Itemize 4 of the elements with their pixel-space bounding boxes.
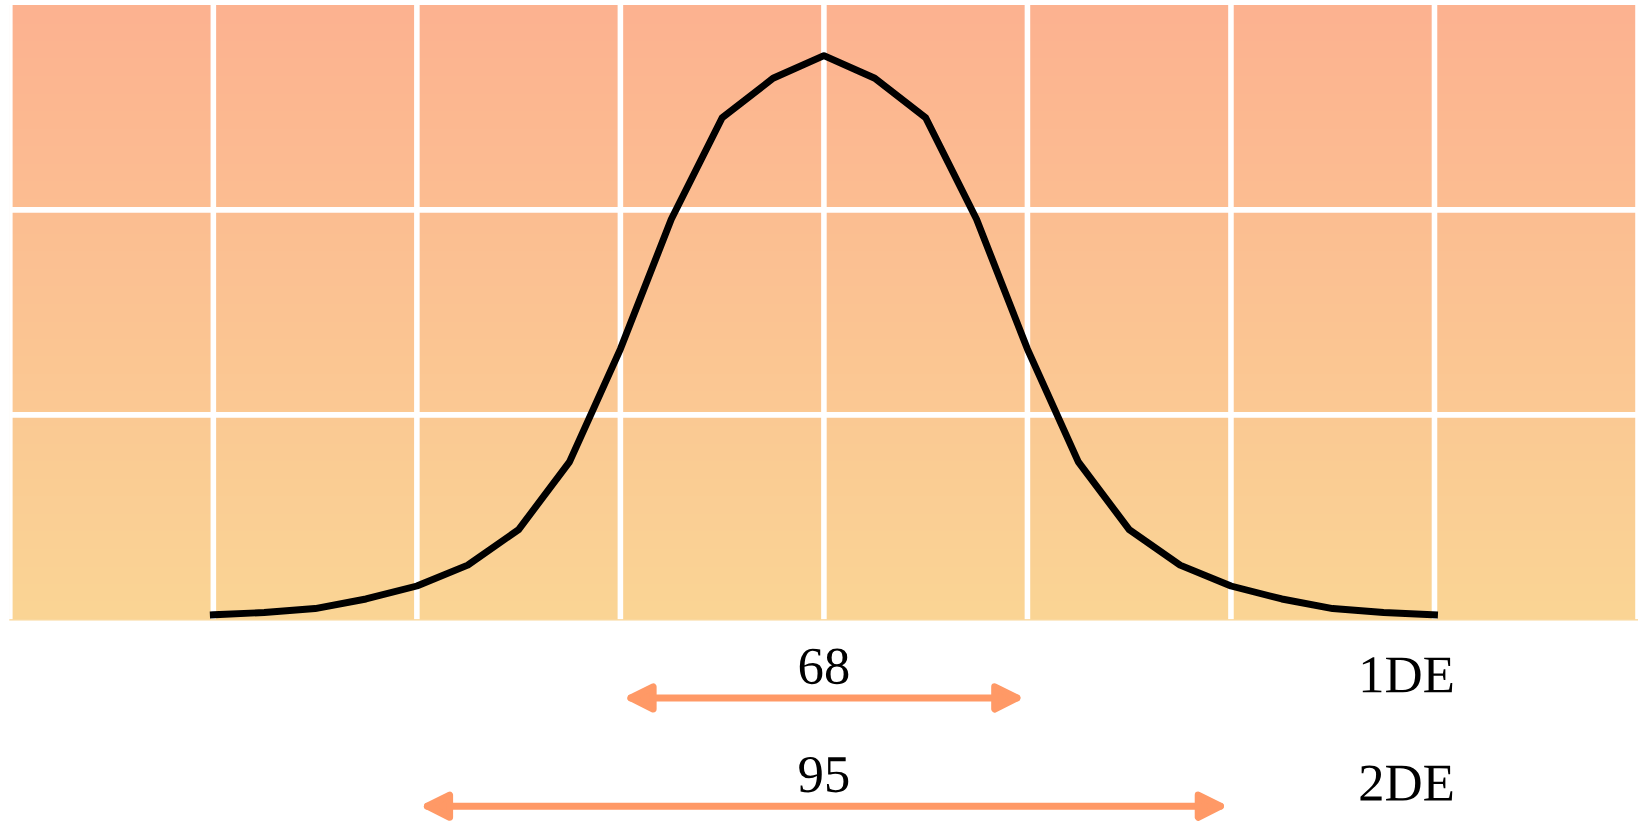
text: 68 bbox=[799, 648, 849, 685]
text: 1DE bbox=[1362, 657, 1453, 693]
text: 2DE bbox=[1360, 765, 1453, 801]
text: 95 bbox=[799, 756, 849, 793]
